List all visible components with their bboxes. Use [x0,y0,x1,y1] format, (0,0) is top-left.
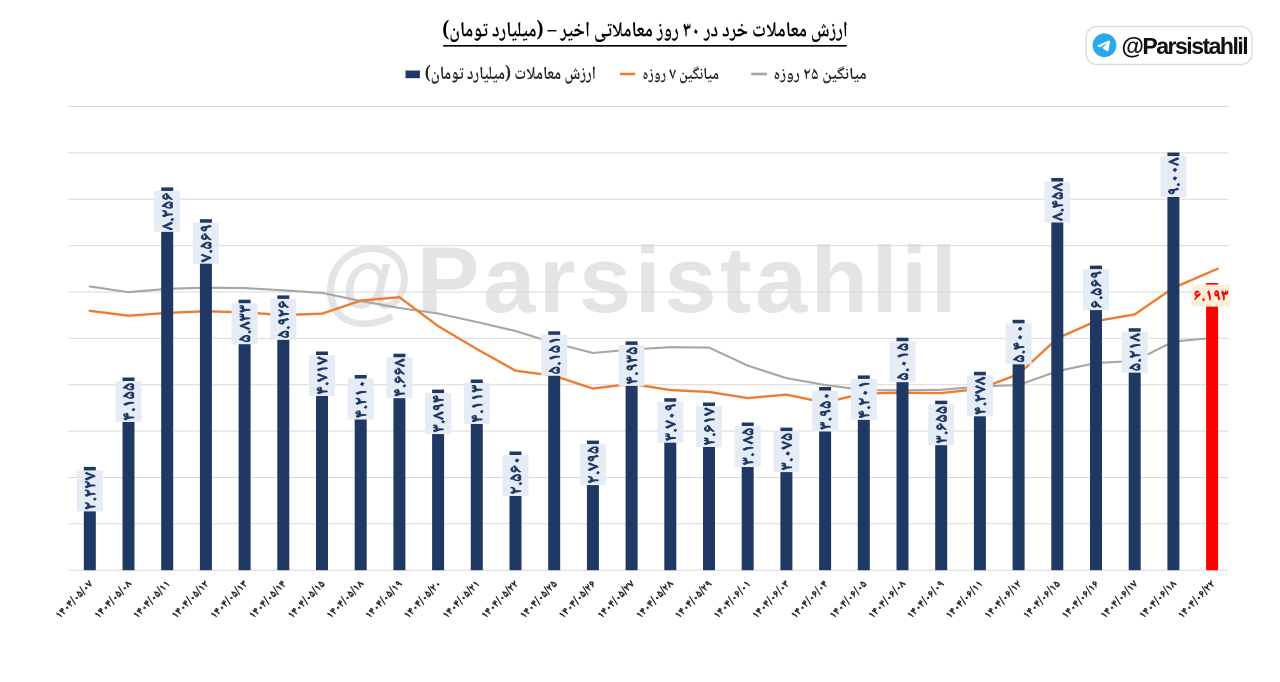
svg-text:@Parsistahlil: @Parsistahlil [322,227,961,332]
svg-text:@Parsistahlil: @Parsistahlil [1122,33,1248,59]
